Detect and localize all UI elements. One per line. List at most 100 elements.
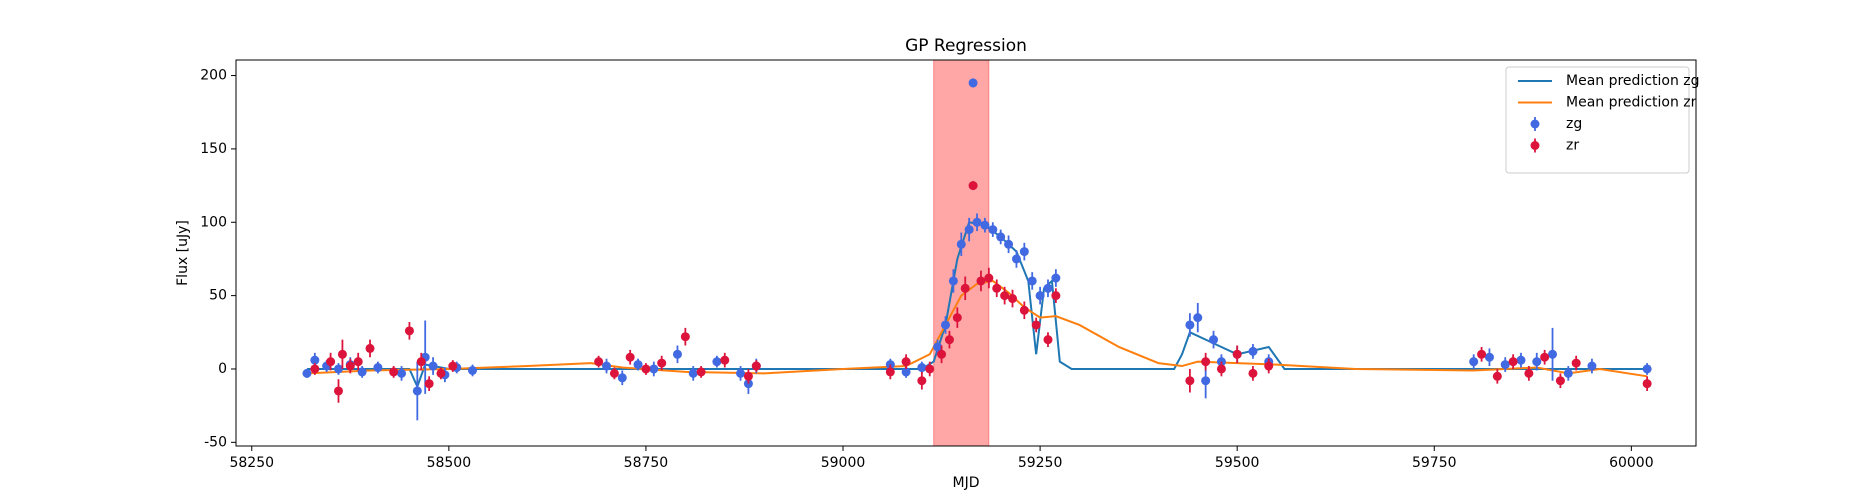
- data-point: [937, 349, 947, 359]
- data-point: [1492, 371, 1502, 381]
- data-point: [696, 367, 706, 377]
- data-point: [609, 368, 619, 378]
- data-point: [1031, 320, 1041, 330]
- data-point: [1500, 360, 1510, 370]
- data-point: [1011, 254, 1021, 264]
- data-point: [901, 367, 911, 377]
- x-tick-label: 59500: [1215, 455, 1260, 471]
- data-point: [948, 276, 958, 286]
- x-tick-label: 59250: [1018, 455, 1063, 471]
- y-axis-label: Flux [uJy]: [175, 220, 191, 286]
- data-point: [424, 379, 434, 389]
- data-point: [1642, 379, 1652, 389]
- legend-swatch: [1530, 119, 1540, 129]
- data-point: [1540, 352, 1550, 362]
- x-tick-label: 58250: [229, 455, 274, 471]
- x-tick-label: 58500: [427, 455, 472, 471]
- data-point: [1004, 239, 1014, 249]
- data-point: [1264, 361, 1274, 371]
- plot-area: [302, 60, 1652, 446]
- data-point: [1193, 313, 1203, 323]
- data-point: [720, 355, 730, 365]
- data-point: [1035, 291, 1045, 301]
- data-point: [988, 225, 998, 235]
- data-point: [302, 368, 312, 378]
- data-point: [1216, 364, 1226, 374]
- data-point: [468, 365, 478, 375]
- data-point: [944, 335, 954, 345]
- data-point: [1484, 352, 1494, 362]
- data-point: [617, 373, 627, 383]
- data-point: [428, 361, 438, 371]
- data-point: [743, 371, 753, 381]
- data-point: [333, 364, 343, 374]
- data-point: [333, 386, 343, 396]
- data-point: [1248, 368, 1258, 378]
- data-point: [412, 386, 422, 396]
- legend-swatch: [1530, 141, 1540, 150]
- data-point: [925, 364, 935, 374]
- data-point: [885, 367, 895, 377]
- data-point: [933, 342, 943, 352]
- data-point: [1524, 368, 1534, 378]
- y-tick-label: 0: [218, 361, 227, 377]
- data-point: [901, 357, 911, 367]
- data-point: [1027, 276, 1037, 286]
- y-tick-label: 100: [200, 214, 227, 230]
- data-point: [373, 363, 383, 373]
- legend-label: Mean prediction zr: [1566, 95, 1697, 111]
- data-point: [972, 217, 982, 227]
- data-point: [310, 364, 320, 374]
- data-point: [1019, 247, 1029, 257]
- data-point: [649, 364, 659, 374]
- y-tick-label: 150: [200, 141, 227, 157]
- data-point: [1185, 376, 1195, 386]
- data-point: [960, 283, 970, 293]
- y-tick-label: 200: [200, 68, 227, 84]
- data-point: [672, 349, 682, 359]
- data-point: [680, 332, 690, 342]
- data-point: [416, 357, 426, 367]
- x-tick-label: 60000: [1609, 455, 1654, 471]
- data-point: [1043, 335, 1053, 345]
- data-point: [964, 225, 974, 235]
- data-point: [980, 220, 990, 230]
- data-point: [310, 355, 320, 365]
- data-point: [1248, 346, 1258, 356]
- data-point: [1587, 361, 1597, 371]
- data-point: [1642, 364, 1652, 374]
- data-point: [633, 360, 643, 370]
- x-tick-label: 58750: [624, 455, 669, 471]
- data-point: [751, 361, 761, 371]
- data-point: [353, 357, 363, 367]
- data-point: [1000, 291, 1010, 301]
- data-point: [1571, 358, 1581, 368]
- data-point: [326, 357, 336, 367]
- data-point: [1209, 335, 1219, 345]
- data-point: [641, 364, 651, 374]
- data-point: [436, 368, 446, 378]
- y-tick-label: 50: [209, 288, 227, 304]
- data-point: [1201, 376, 1211, 386]
- legend-label: zr: [1566, 138, 1579, 154]
- data-point: [404, 326, 414, 336]
- data-point: [365, 343, 375, 353]
- data-point: [1508, 357, 1518, 367]
- data-point: [1051, 273, 1061, 283]
- data-point: [1469, 357, 1479, 367]
- data-point: [602, 361, 612, 371]
- data-point: [992, 283, 1002, 293]
- data-point: [712, 357, 722, 367]
- data-point: [357, 367, 367, 377]
- axes-frame: [235, 59, 1697, 447]
- data-point: [389, 367, 399, 377]
- data-point: [917, 376, 927, 386]
- data-point: [1532, 357, 1542, 367]
- data-point: [1232, 349, 1242, 359]
- data-point: [657, 358, 667, 368]
- data-point: [917, 363, 927, 373]
- data-point: [1516, 355, 1526, 365]
- data-point: [688, 368, 698, 378]
- legend: Mean prediction zg Mean prediction zr zg zr: [1505, 66, 1700, 174]
